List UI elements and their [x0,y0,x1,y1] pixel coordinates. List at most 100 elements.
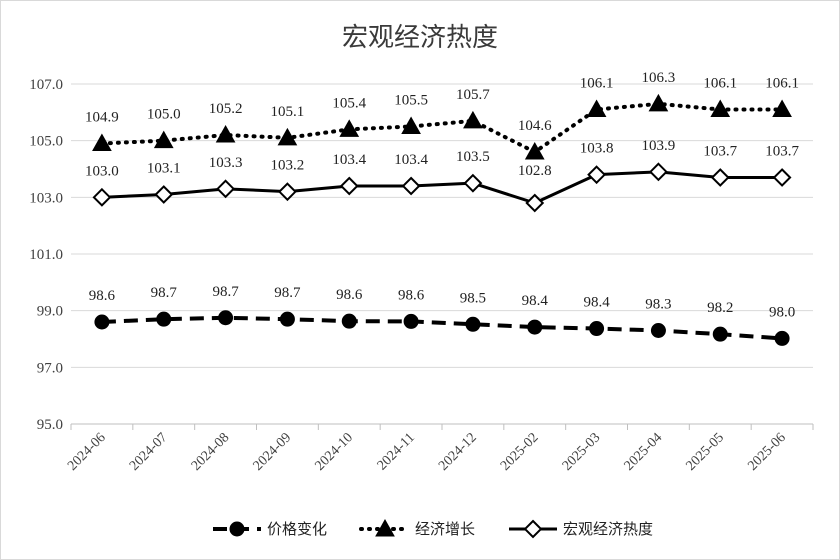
data-label: 98.5 [460,290,486,306]
series-1-point [92,133,112,151]
series-1-point [339,119,360,137]
x-tick-label: 2024-06 [65,430,109,474]
series-0-point [465,316,481,332]
chart-title: 宏观经济热度 [342,23,498,52]
y-tick-label: 97.0 [37,360,63,376]
series-1-point [401,116,421,134]
data-label: 103.5 [456,149,490,165]
data-label: 98.3 [645,297,671,313]
data-label: 103.7 [703,144,737,160]
series-1-point [772,99,792,117]
data-label: 98.7 [151,285,178,301]
series-1-point [648,93,669,112]
series-0-point [650,323,666,338]
data-label: 104.6 [518,118,552,134]
series-2-point [154,185,174,204]
grid-lines [71,83,813,425]
axes: 95.0 97.0 99.0 101.0 103.0 105.0 107.0 2024-06 2… [29,77,814,474]
legend-label: 宏观经济热度 [563,521,653,538]
data-labels: 98.6 98.7 98.7 98.7 98.6 98.6 98.5 98.4 98.4 98.3… [85,70,799,321]
data-label: 106.1 [703,76,737,92]
y-tick-label: 99.0 [37,304,63,320]
data-label: 98.6 [398,287,425,303]
x-tick-label: 2025-06 [745,430,789,474]
data-label: 103.4 [394,152,428,168]
data-label: 98.6 [336,287,363,303]
data-label: 98.7 [212,284,239,300]
data-label: 98.6 [89,288,116,304]
data-label: 102.8 [518,163,552,179]
legend-label: 经济增长 [415,521,475,538]
data-label: 103.1 [147,161,181,177]
series-1-point [463,110,483,129]
data-label: 103.3 [209,155,243,171]
series-0-point [341,313,357,329]
series-1-point [710,99,731,117]
series-2-point [463,173,483,193]
data-label: 103.9 [642,138,676,154]
series-2-point [278,182,297,202]
y-tick-label: 103.0 [29,190,63,206]
series-2-point [587,165,606,185]
data-label: 105.5 [394,93,428,109]
series-2-point [216,179,235,199]
x-tick-label: 2025-03 [560,430,604,474]
series-0-point [527,319,543,335]
y-tick-label: 95.0 [37,417,63,433]
series-2-point [92,187,112,207]
x-tick-label: 2025-02 [498,430,542,474]
x-tick-label: 2025-05 [683,430,727,474]
data-label: 106.3 [642,70,676,86]
data-label: 98.4 [522,293,549,309]
data-label: 105.0 [147,107,181,123]
data-label: 105.1 [271,104,305,120]
series-0-point [403,313,419,329]
series-0-point [156,311,172,327]
data-label: 103.7 [765,144,799,160]
series-2-point [710,168,730,187]
x-tick-label: 2024-10 [312,430,356,474]
series-1-point [586,99,607,117]
data-label: 98.7 [274,285,301,301]
series-line-2 [101,170,783,205]
legend: 价格变化 经济增长 宏观经济热度 [213,518,653,539]
x-tick-label: 2024-08 [189,430,233,474]
legend-label: 价格变化 [267,521,327,538]
x-tick-label: 2024-09 [251,430,295,474]
series-0-point [774,330,790,346]
series-1-point [524,141,545,160]
legend-marker-0 [229,521,245,537]
series-2-point [649,162,668,182]
data-label: 103.0 [85,163,119,179]
series-2-point [772,168,792,187]
data-label: 105.7 [456,87,490,103]
y-tick-label: 101.0 [29,247,63,263]
y-tick-label: 105.0 [29,134,63,150]
series-0-point [712,326,728,342]
legend-marker-2 [523,519,543,539]
x-tick-label: 2024-12 [436,430,480,474]
series-2-point [401,176,421,196]
series-0-point [94,314,110,330]
series-line-1 [99,101,785,154]
data-label: 104.9 [85,110,119,126]
data-label: 103.4 [332,152,366,168]
data-label: 103.2 [271,158,305,174]
series-1-point [215,124,236,143]
data-label: 106.1 [580,76,614,92]
y-tick-label: 107.0 [29,77,63,93]
series-0-point [589,321,605,337]
series-2-point [339,176,359,196]
data-label: 103.8 [580,141,614,157]
series-0-point [218,310,234,326]
legend-marker-1 [375,518,395,537]
series-0-point [279,311,295,327]
series-layer [92,93,792,346]
data-label: 98.0 [769,304,795,320]
data-label: 106.1 [765,76,799,92]
data-label: 105.4 [332,95,366,111]
x-tick-label: 2024-07 [127,430,171,474]
series-2-point [525,193,545,213]
